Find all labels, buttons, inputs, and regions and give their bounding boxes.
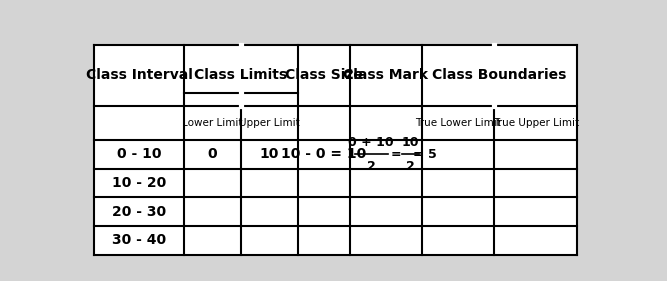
Text: Lower Limit: Lower Limit [182, 118, 243, 128]
Text: Class Interval: Class Interval [85, 68, 192, 82]
Text: 0: 0 [208, 147, 217, 161]
Text: Class Limits: Class Limits [195, 68, 287, 82]
Text: Class Boundaries: Class Boundaries [432, 68, 567, 82]
Text: = 5: = 5 [413, 148, 437, 161]
Text: Class Mark: Class Mark [344, 68, 428, 82]
Text: Upper Limit: Upper Limit [239, 118, 300, 128]
Text: 0 + 10: 0 + 10 [348, 136, 394, 149]
Text: Class Size: Class Size [285, 68, 363, 82]
Text: 10: 10 [402, 136, 419, 149]
Text: 10 - 20: 10 - 20 [112, 176, 166, 190]
Text: 2: 2 [406, 160, 415, 173]
Text: 0 - 10: 0 - 10 [117, 147, 161, 161]
Text: 2: 2 [367, 160, 376, 173]
Text: 20 - 30: 20 - 30 [112, 205, 166, 219]
Text: True Upper Limit: True Upper Limit [493, 118, 579, 128]
Text: 10 - 0 = 10: 10 - 0 = 10 [281, 147, 366, 161]
Text: =: = [391, 148, 401, 161]
Text: True Lower Limit: True Lower Limit [416, 118, 501, 128]
Text: 30 - 40: 30 - 40 [112, 234, 166, 248]
Text: 10: 10 [259, 147, 279, 161]
